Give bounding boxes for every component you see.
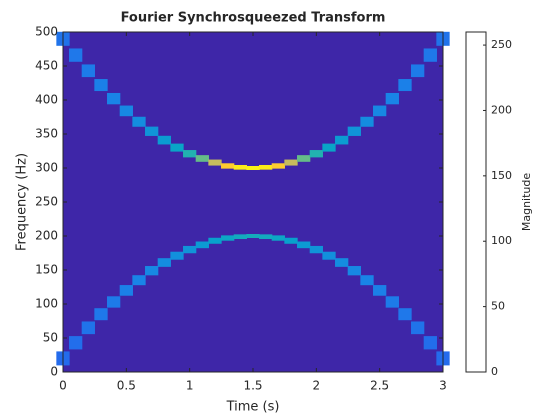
ridge-cell bbox=[360, 275, 374, 286]
y-tick-label: 500 bbox=[35, 25, 58, 39]
ridge-cell bbox=[221, 235, 235, 241]
y-tick-label: 150 bbox=[35, 263, 58, 277]
ridge-cell bbox=[157, 258, 171, 267]
ridge-cell bbox=[107, 296, 121, 308]
ridge-cell bbox=[284, 237, 298, 244]
ridge-cell bbox=[297, 155, 311, 162]
ridge-cell bbox=[309, 150, 323, 158]
y-tick-label: 400 bbox=[35, 93, 58, 107]
ridge-cell bbox=[271, 163, 285, 169]
colorbar-label: Magnitude bbox=[520, 173, 533, 232]
colorbar-tick-label: 250 bbox=[491, 38, 512, 51]
ridge-cell bbox=[347, 266, 361, 276]
y-tick-label: 200 bbox=[35, 229, 58, 243]
y-tick-label: 0 bbox=[50, 365, 58, 379]
x-axis-label: Time (s) bbox=[226, 400, 280, 415]
colorbar-tick-label: 200 bbox=[491, 103, 512, 116]
x-tick-label: 1.5 bbox=[243, 379, 262, 393]
ridge-cell bbox=[398, 79, 412, 92]
y-tick-label: 250 bbox=[35, 195, 58, 209]
ridge-cell bbox=[69, 336, 83, 350]
y-tick-label: 300 bbox=[35, 161, 58, 175]
ridge-cell bbox=[259, 234, 273, 240]
ridge-cell bbox=[69, 48, 83, 62]
ridge-cell bbox=[233, 164, 247, 170]
ridge-cell bbox=[132, 116, 146, 127]
ridge-cell bbox=[322, 143, 336, 152]
colorbar-tick-label: 150 bbox=[491, 169, 512, 182]
ridge-cell bbox=[423, 48, 437, 62]
ridge-cell bbox=[81, 321, 95, 335]
ridge bbox=[56, 234, 450, 366]
ridge-cell bbox=[271, 235, 285, 241]
colorbar bbox=[465, 31, 487, 373]
ridge-cell bbox=[335, 135, 349, 145]
colorbar-tick-label: 100 bbox=[491, 234, 512, 247]
ridge-cell bbox=[119, 105, 133, 117]
ridge-cell bbox=[284, 159, 298, 166]
ridge-cell bbox=[208, 159, 222, 166]
colorbar-tick-label: 50 bbox=[491, 300, 505, 313]
ridge-cell bbox=[183, 245, 197, 254]
ridge-cell bbox=[385, 92, 399, 105]
ridge-cell bbox=[233, 234, 247, 240]
ridge-cell bbox=[411, 64, 425, 78]
x-tick-label: 2 bbox=[313, 379, 321, 393]
x-tick-label: 3 bbox=[439, 379, 447, 393]
ridge-cell bbox=[347, 126, 361, 136]
x-tick-label: 0 bbox=[59, 379, 67, 393]
ridge-cell bbox=[221, 163, 235, 169]
ridge-cell bbox=[297, 241, 311, 249]
y-tick-label: 50 bbox=[43, 331, 58, 345]
ridge-cell bbox=[208, 237, 222, 244]
ridge bbox=[56, 31, 450, 170]
y-axis-label: Frequency (Hz) bbox=[15, 153, 30, 251]
colorbar-tick-label: 0 bbox=[491, 365, 498, 378]
ridge-cell bbox=[81, 64, 95, 78]
x-tick-label: 0.5 bbox=[117, 379, 136, 393]
ridge-cell bbox=[385, 296, 399, 308]
ridge-cell bbox=[246, 166, 260, 170]
ridge-cell bbox=[157, 135, 171, 145]
ridge-cell bbox=[195, 155, 209, 162]
ridge-cell bbox=[360, 116, 374, 127]
ridge-cell bbox=[119, 285, 133, 296]
plot-background bbox=[63, 32, 443, 372]
ridge-cell bbox=[423, 336, 437, 350]
ridge-cell bbox=[335, 258, 349, 267]
y-tick-label: 100 bbox=[35, 297, 58, 311]
ridge-cell bbox=[259, 164, 273, 170]
ridge-cell bbox=[132, 275, 146, 286]
chart-title: Fourier Synchrosqueezed Transform bbox=[121, 11, 386, 26]
ridge-cell bbox=[183, 150, 197, 158]
ridge-cell bbox=[94, 308, 108, 321]
ridge-cell bbox=[373, 285, 387, 296]
ridge-cell bbox=[322, 251, 336, 260]
ridge-cell bbox=[145, 266, 159, 276]
x-tick-label: 1 bbox=[186, 379, 194, 393]
ridge-cell bbox=[94, 79, 108, 92]
ridge-cell bbox=[246, 234, 260, 238]
ridge-cell bbox=[309, 245, 323, 254]
ridge-cell bbox=[373, 105, 387, 117]
ridge-cell bbox=[411, 321, 425, 335]
ridge-cell bbox=[195, 241, 209, 249]
x-tick-label: 2.5 bbox=[370, 379, 389, 393]
ridge-cell bbox=[170, 251, 184, 260]
ridge-cell bbox=[170, 143, 184, 152]
ridge-cell bbox=[398, 308, 412, 321]
y-tick-label: 450 bbox=[35, 59, 58, 73]
ridge-cell bbox=[107, 92, 121, 105]
ridge-cell bbox=[145, 126, 159, 136]
y-tick-label: 350 bbox=[35, 127, 58, 141]
